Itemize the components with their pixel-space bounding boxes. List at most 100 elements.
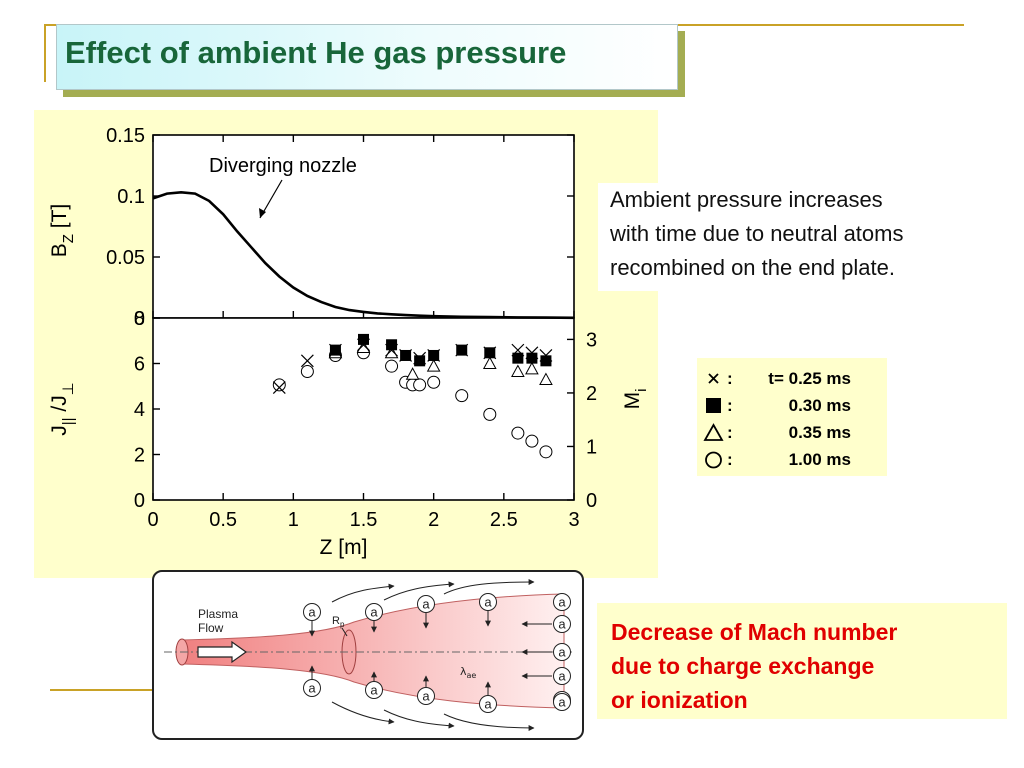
- marker-square-1: [358, 333, 369, 345]
- top-plot-frame: [152, 134, 575, 319]
- flow-arrow-line: [331, 583, 395, 603]
- x-axis-label: Z [m]: [320, 536, 368, 559]
- legend-colon: :: [727, 369, 733, 388]
- bz-curve: [152, 190, 575, 320]
- legend-colon: :: [727, 450, 733, 469]
- marker-triangle-7: [525, 361, 539, 375]
- accent-line-left: [44, 24, 46, 82]
- atom-symbol: a: [558, 645, 566, 660]
- legend: : t= 0.25 ms : 0.30 ms : 0.35 ms : 1.00 …: [697, 358, 887, 476]
- marker-triangle-5: [482, 356, 497, 369]
- flow-arrow: [197, 640, 248, 664]
- legend-item-0: : t= 0.25 ms: [703, 366, 883, 392]
- atom-symbol: a: [370, 605, 378, 620]
- atom-symbol: a: [308, 605, 316, 620]
- diagram-drawing: Plasma Flow Rp λae aaaaaaaaaaaaaa: [164, 579, 574, 731]
- legend-item-3: : 1.00 ms: [703, 447, 883, 473]
- marker-triangle-6: [511, 364, 525, 378]
- atom-symbol: a: [484, 595, 492, 610]
- open-triangle-icon: [703, 423, 724, 441]
- atom-symbol: a: [422, 689, 430, 704]
- ytick-label: 4: [134, 399, 145, 421]
- rp-label: Rp: [332, 615, 345, 629]
- ytick-label: 0: [134, 490, 145, 512]
- x-icon: [708, 373, 719, 384]
- top-y-axis-label: BZ [T]: [48, 204, 77, 258]
- atom-circle: [417, 595, 435, 613]
- xtick-label: 0: [147, 509, 158, 531]
- ambient-pressure-note: Ambient pressure increases with time due…: [598, 183, 990, 291]
- ytick-label: 2: [134, 445, 145, 467]
- xtick-label: 2.5: [490, 509, 518, 531]
- marker-square-5: [428, 349, 440, 361]
- y2tick-label: 3: [586, 329, 597, 351]
- atom-circle: [553, 593, 571, 611]
- atom-circle: [553, 643, 571, 661]
- marker-circle-1: [300, 365, 314, 379]
- atom-symbol: a: [370, 683, 378, 698]
- legend-label: t= 0.25 ms: [768, 369, 851, 388]
- flow-label: Flow: [198, 621, 224, 635]
- filled-square-icon: [706, 398, 721, 413]
- legend-colon: :: [727, 396, 733, 415]
- atom-symbol: a: [558, 695, 566, 710]
- xtick-label: 1: [288, 509, 299, 531]
- marker-square-7: [484, 347, 496, 359]
- ambient-pressure-text: Ambient pressure increases with time due…: [610, 187, 904, 280]
- atom-circle: [479, 695, 497, 713]
- lambda-label: λae: [460, 665, 476, 680]
- title-box: Effect of ambient He gas pressure: [56, 24, 678, 90]
- xtick-label: 0.5: [209, 509, 237, 531]
- marker-circle-9: [455, 389, 469, 403]
- marker-triangle-3: [405, 367, 420, 380]
- marker-circle-8: [427, 375, 441, 389]
- annotation-arrowhead: [259, 208, 266, 218]
- flow-arrow-line: [443, 713, 535, 731]
- ytick-label: 0.15: [106, 125, 145, 147]
- legend-label: 1.00 ms: [788, 450, 851, 469]
- flow-arrow-line: [383, 709, 455, 729]
- atom-symbol: a: [308, 681, 316, 696]
- legend-label: 0.30 ms: [788, 396, 851, 415]
- legend-item-1: : 0.30 ms: [703, 393, 883, 419]
- atom-circle: [479, 593, 497, 611]
- flow-arrow-line: [331, 701, 395, 725]
- atom-circle: [303, 603, 321, 621]
- marker-circle-13: [539, 445, 553, 459]
- neutral-atoms: aaaaaaaaaaaaaa: [303, 593, 571, 713]
- conclusion-text: Decrease of Mach number due to charge ex…: [611, 619, 898, 713]
- atom-circle: [553, 667, 571, 685]
- plasma-label: Plasma: [198, 607, 238, 621]
- marker-square-9: [526, 352, 538, 364]
- atom-circle: [417, 687, 435, 705]
- legend-item-2: : 0.35 ms: [703, 420, 883, 446]
- atom-circle: [553, 615, 571, 633]
- atom-symbol: a: [422, 597, 430, 612]
- ytick-label: 8: [134, 308, 145, 330]
- marker-circle-0: [272, 378, 286, 392]
- atom-circle: [365, 681, 383, 699]
- flow-arrow-line: [443, 579, 535, 595]
- marker-x-1: [300, 354, 314, 368]
- y2tick-label: 1: [586, 436, 597, 458]
- conclusion-box: Decrease of Mach number due to charge ex…: [597, 603, 1007, 719]
- diverging-nozzle-annotation: Diverging nozzle: [209, 155, 357, 177]
- legend-colon: :: [727, 423, 733, 442]
- right-y-axis-label: Mi: [621, 389, 650, 410]
- y2tick-label: 2: [586, 383, 597, 405]
- marker-triangle-8: [539, 372, 553, 386]
- marker-square-8: [512, 352, 524, 364]
- xtick-label: 1.5: [350, 509, 378, 531]
- marker-square-4: [414, 355, 426, 367]
- xtick-label: 2: [428, 509, 439, 531]
- legend-label: 0.35 ms: [788, 423, 851, 442]
- bottom-y-axis-label: J|| /J⊥: [48, 382, 77, 436]
- open-circle-icon: [705, 451, 722, 469]
- atom-circle: [365, 603, 383, 621]
- marker-square-6: [456, 344, 468, 356]
- marker-square-10: [540, 355, 552, 367]
- marker-circle-7: [413, 378, 427, 392]
- marker-circle-11: [511, 426, 525, 440]
- atom-circle: [553, 693, 571, 711]
